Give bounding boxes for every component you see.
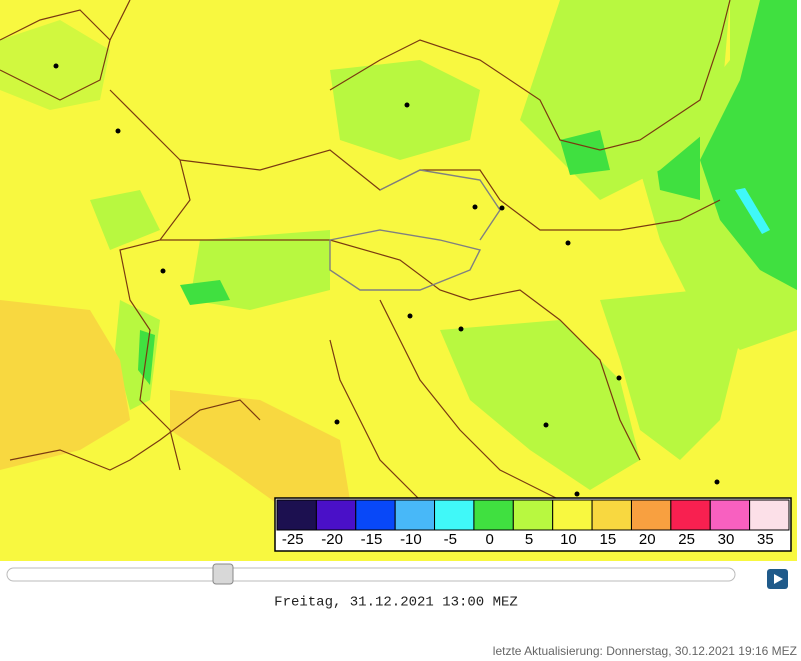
legend-swatch — [630, 499, 672, 531]
legend-label: 30 — [718, 531, 735, 548]
slider[interactable] — [6, 563, 736, 585]
legend-swatch — [709, 499, 751, 531]
legend-swatch — [276, 499, 317, 531]
legend-label: 25 — [678, 531, 695, 548]
legend-label: -20 — [321, 531, 343, 548]
play-button[interactable] — [767, 569, 788, 589]
slider-thumb[interactable] — [212, 563, 234, 585]
timestamp: Freitag, 31.12.2021 13:00 MEZ — [274, 595, 518, 611]
legend: -25 -20 -15 -10 -5 0 5 10 15 20 25 30 35 — [274, 497, 792, 552]
legend-label: 10 — [560, 531, 577, 548]
legend-label: 5 — [525, 531, 533, 548]
legend-swatch — [552, 499, 593, 531]
legend-label: 35 — [757, 531, 774, 548]
legend-label: 0 — [486, 531, 494, 548]
legend-swatch — [434, 499, 475, 531]
update-info: letzte Aktualisierung: Donnerstag, 30.12… — [493, 644, 797, 658]
legend-label: -5 — [444, 531, 457, 548]
slider-track[interactable] — [6, 567, 736, 582]
legend-label: 20 — [639, 531, 656, 548]
map — [0, 0, 797, 561]
legend-swatch — [315, 499, 357, 531]
legend-swatch — [670, 499, 711, 531]
legend-label: -10 — [400, 531, 422, 548]
legend-label: -15 — [361, 531, 383, 548]
legend-swatch — [591, 499, 632, 531]
legend-label: 15 — [599, 531, 616, 548]
legend-swatch — [355, 499, 396, 531]
legend-label: -25 — [282, 531, 304, 548]
legend-swatch — [512, 499, 554, 531]
legend-swatch — [749, 499, 790, 531]
legend-swatch — [394, 499, 436, 531]
legend-swatch — [473, 499, 514, 531]
